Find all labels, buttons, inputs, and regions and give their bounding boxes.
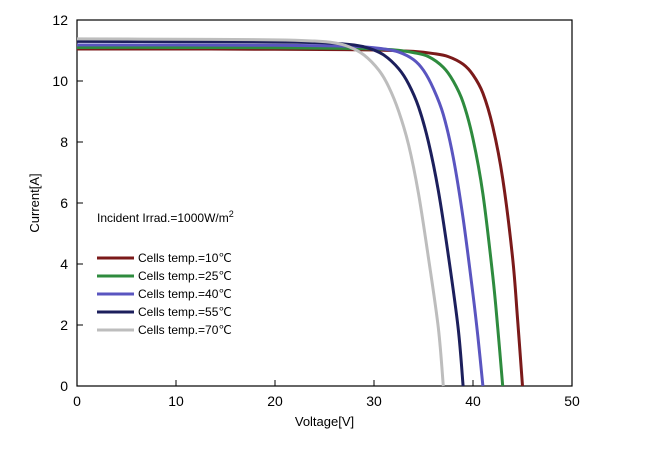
y-tick-label: 2 [60,317,68,333]
x-axis-title: Voltage[V] [295,414,354,429]
y-tick-label: 12 [52,12,68,28]
y-tick-label: 8 [60,134,68,150]
tick-group [76,19,573,387]
irradiance-annotation: Incident Irrad.=1000W/m2 [97,209,234,225]
series-line-2 [76,45,505,387]
legend-label: Cells temp.=10℃ [138,251,232,265]
y-tick-label: 4 [60,256,68,272]
legend-label: Cells temp.=40℃ [138,287,232,301]
series-line-5 [76,37,445,387]
legend-label: Cells temp.=25℃ [138,269,232,283]
tick-label-group: 0 10 20 30 40 50 0 2 4 6 8 10 12 [52,12,580,409]
x-tick-label: 10 [168,393,184,409]
x-tick-label: 50 [564,393,580,409]
x-tick-label: 20 [267,393,283,409]
irradiance-annotation-text: Incident Irrad.=1000W/m [97,211,229,225]
y-tick-label: 0 [60,378,68,394]
x-tick-label: 40 [465,393,481,409]
y-tick-label: 10 [52,73,68,89]
y-axis-title: Current[A] [27,173,42,232]
legend-label: Cells temp.=55℃ [138,305,232,319]
x-tick-label: 0 [73,393,81,409]
legend-label: Cells temp.=70℃ [138,323,232,337]
x-tick-label: 30 [366,393,382,409]
series-line-4 [76,39,465,387]
series-group [76,37,524,387]
irradiance-annotation-superscript: 2 [229,209,234,219]
legend: Cells temp.=10℃ Cells temp.=25℃ Cells temp… [97,251,232,337]
y-tick-label: 6 [60,195,68,211]
series-line-3 [76,43,485,387]
